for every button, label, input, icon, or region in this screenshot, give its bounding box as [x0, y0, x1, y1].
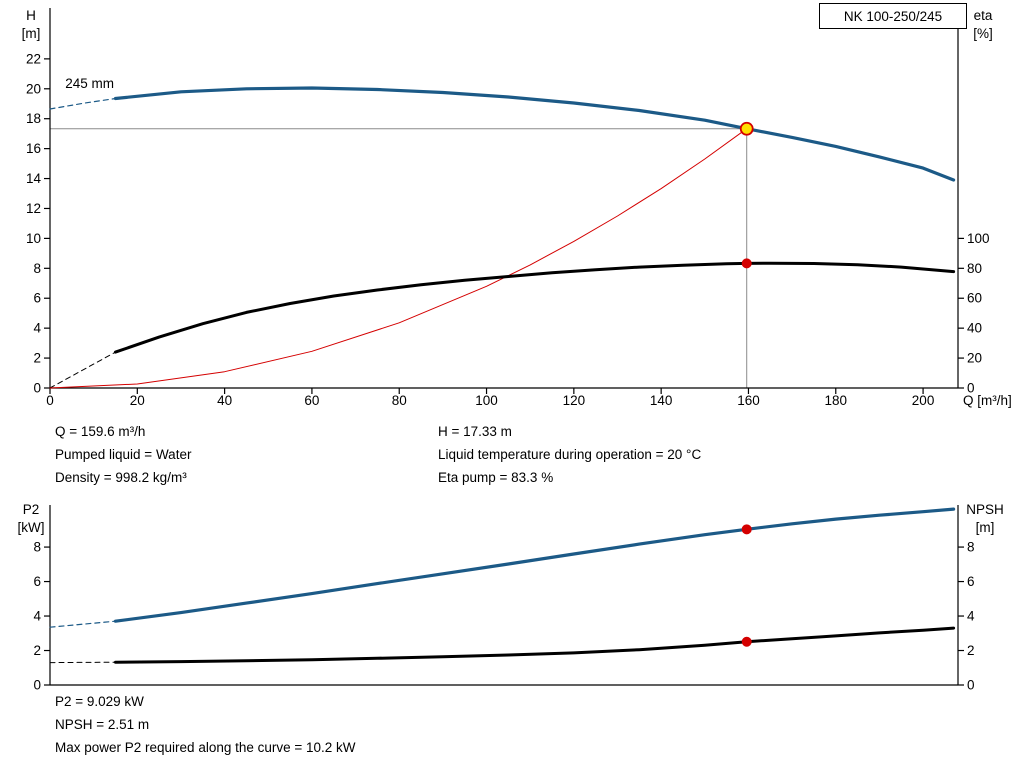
system-curve [49, 128, 748, 389]
axis-text: 20 [967, 351, 982, 366]
axis-text: 4 [33, 321, 41, 336]
axis-text: 2 [33, 351, 41, 366]
axis-text: 40 [217, 393, 232, 408]
axis-text: 100 [475, 393, 498, 408]
axis-text: 6 [33, 291, 41, 306]
axis-text: 140 [650, 393, 673, 408]
axis-text: NPSH [966, 502, 1004, 517]
axis-text: 0 [967, 381, 975, 396]
head-capacity-chart[interactable]: 0 2 4 6 8 10 12 14 16 18 20 22 0 20 40 60 80 100 0 20 40 60 80… [0, 0, 1024, 420]
axis-text: 200 [912, 393, 935, 408]
axis-text: 8 [33, 540, 41, 555]
head-curve-extension [49, 97, 117, 110]
axis-text: 14 [26, 171, 42, 186]
head-curve [113, 86, 956, 182]
readout-p2: P2 = 9.029 kW [55, 694, 144, 709]
axis-text: 2 [33, 643, 41, 658]
pump-model-badge: NK 100-250/245 [819, 3, 967, 29]
axis-text: 160 [737, 393, 760, 408]
axis-text: 80 [967, 261, 982, 276]
axis-text: 18 [26, 111, 41, 126]
p2-curve [113, 507, 956, 623]
axis-text: [m] [22, 26, 41, 41]
power-npsh-chart[interactable]: 0 2 4 6 8 0 2 4 6 8 P2 [kW] NPSH [m] [0, 495, 1024, 695]
efficiency-curve-extension [49, 351, 116, 389]
axis-text: 40 [967, 321, 982, 336]
efficiency-point[interactable] [741, 258, 752, 269]
axis-text: 8 [967, 540, 975, 555]
axis-text: [%] [973, 26, 993, 41]
axis-text: 6 [967, 574, 975, 589]
npsh-point[interactable] [741, 636, 752, 647]
axis-text: 6 [33, 574, 41, 589]
npsh-curve [114, 626, 956, 664]
readout-npsh: NPSH = 2.51 m [55, 717, 150, 732]
axis-text: 20 [26, 81, 41, 96]
axis-text: 4 [33, 609, 41, 624]
axis-text: 8 [33, 261, 41, 276]
readout-flow: Q = 159.6 m³/h [55, 424, 146, 439]
axis-text: 0 [46, 393, 54, 408]
axis-text: [kW] [18, 520, 45, 535]
axis-text: 12 [26, 201, 41, 216]
axis-text: eta [974, 8, 993, 23]
p2-point[interactable] [741, 524, 752, 535]
p2-curve-extension [49, 620, 117, 628]
axis-text: 20 [130, 393, 145, 408]
readout-head: H = 17.33 m [438, 424, 512, 439]
axis-text: 10 [26, 231, 41, 246]
axis-text: 0 [967, 678, 975, 693]
axis-text: 60 [304, 393, 319, 408]
readout-liquid: Pumped liquid = Water [55, 447, 192, 462]
efficiency-curve [114, 261, 956, 354]
axis-text: 16 [26, 141, 41, 156]
axis-text: 60 [967, 291, 982, 306]
axis-text: H [26, 8, 36, 23]
axis-text: 245 mm [65, 76, 114, 91]
axis-text: Q [m³/h] [963, 393, 1012, 408]
readout-temperature: Liquid temperature during operation = 20… [438, 447, 702, 462]
axis-text: [m] [976, 520, 995, 535]
axis-text: 120 [563, 393, 586, 408]
readout-max-power: Max power P2 required along the curve = … [55, 740, 356, 755]
axis-text: 100 [967, 231, 990, 246]
axis-text: 22 [26, 51, 41, 66]
axis-text: 180 [825, 393, 848, 408]
axis-text: 0 [33, 381, 41, 396]
axis-text: 0 [33, 678, 41, 693]
axis-text: 4 [967, 609, 975, 624]
duty-point[interactable] [739, 121, 754, 136]
axis-text: 2 [967, 643, 975, 658]
axis-text: 80 [392, 393, 407, 408]
readout-eta: Eta pump = 83.3 % [438, 470, 554, 485]
readout-density: Density = 998.2 kg/m³ [55, 470, 187, 485]
axis-text: P2 [23, 502, 40, 517]
